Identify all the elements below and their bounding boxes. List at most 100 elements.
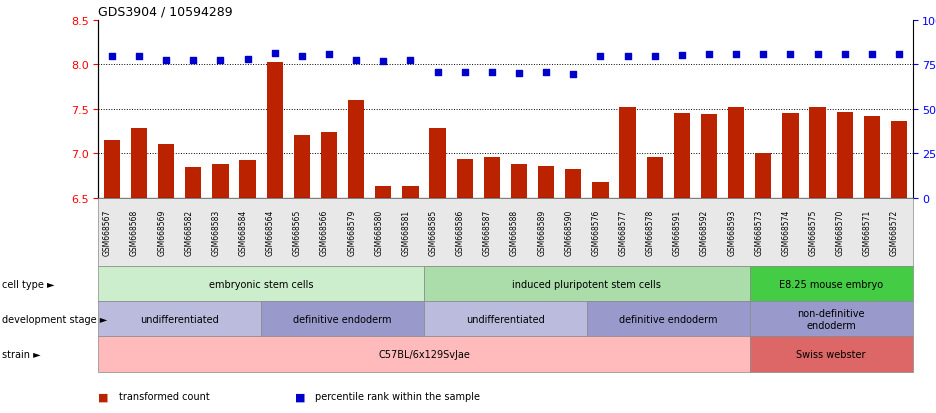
Text: GSM668584: GSM668584 xyxy=(239,209,247,255)
Text: ■: ■ xyxy=(295,392,305,401)
Text: induced pluripotent stem cells: induced pluripotent stem cells xyxy=(512,279,662,289)
Text: GSM668587: GSM668587 xyxy=(483,209,492,255)
Text: GSM668579: GSM668579 xyxy=(347,209,356,256)
Text: GDS3904 / 10594289: GDS3904 / 10594289 xyxy=(98,5,233,18)
Text: undifferentiated: undifferentiated xyxy=(140,314,219,324)
Text: GSM668565: GSM668565 xyxy=(293,209,302,256)
Point xyxy=(241,57,256,63)
Text: GSM668580: GSM668580 xyxy=(374,209,384,255)
Point xyxy=(539,70,554,76)
Text: GSM668566: GSM668566 xyxy=(320,209,329,256)
Text: GSM668570: GSM668570 xyxy=(836,209,845,256)
Point xyxy=(159,57,174,64)
Bar xyxy=(538,166,554,198)
Text: definitive endoderm: definitive endoderm xyxy=(293,314,392,324)
Point xyxy=(865,52,880,59)
Point xyxy=(403,57,418,64)
Bar xyxy=(240,161,256,198)
Text: development stage ►: development stage ► xyxy=(2,314,107,324)
Text: GSM668576: GSM668576 xyxy=(592,209,601,256)
Bar xyxy=(810,108,826,198)
Text: cell type ►: cell type ► xyxy=(2,279,54,289)
Bar xyxy=(565,170,581,198)
Bar xyxy=(104,140,120,198)
Point xyxy=(892,52,907,59)
Bar xyxy=(430,129,446,198)
Text: GSM668568: GSM668568 xyxy=(130,209,139,255)
Text: GSM668571: GSM668571 xyxy=(863,209,872,255)
Point xyxy=(756,52,771,59)
Text: GSM668581: GSM668581 xyxy=(402,209,410,255)
Point xyxy=(702,52,717,59)
Point xyxy=(593,54,608,60)
Text: definitive endoderm: definitive endoderm xyxy=(619,314,718,324)
Text: GSM668567: GSM668567 xyxy=(103,209,112,256)
Text: GSM668591: GSM668591 xyxy=(673,209,682,255)
Text: GSM668593: GSM668593 xyxy=(727,209,737,256)
Bar xyxy=(185,168,201,198)
Text: Swiss webster: Swiss webster xyxy=(797,349,866,359)
Bar xyxy=(484,157,500,198)
Point xyxy=(512,71,527,77)
Bar xyxy=(212,164,228,198)
Bar xyxy=(620,108,636,198)
Bar xyxy=(321,133,337,198)
Point xyxy=(186,57,201,64)
Text: GSM668578: GSM668578 xyxy=(646,209,655,255)
Text: non-definitive
endoderm: non-definitive endoderm xyxy=(797,308,865,330)
Point xyxy=(675,53,690,59)
Point xyxy=(295,54,310,60)
Bar xyxy=(457,159,473,198)
Bar xyxy=(592,182,608,198)
Bar xyxy=(647,157,663,198)
Text: GSM668564: GSM668564 xyxy=(266,209,275,256)
Text: GSM668585: GSM668585 xyxy=(429,209,438,255)
Bar xyxy=(294,136,310,198)
Text: GSM668590: GSM668590 xyxy=(564,209,574,256)
Bar xyxy=(674,114,690,198)
Point xyxy=(322,52,337,59)
Point xyxy=(268,50,283,57)
Text: GSM668586: GSM668586 xyxy=(456,209,465,255)
Bar xyxy=(755,154,771,198)
Text: undifferentiated: undifferentiated xyxy=(466,314,545,324)
Bar xyxy=(348,101,364,198)
Text: C57BL/6x129SvJae: C57BL/6x129SvJae xyxy=(378,349,470,359)
Point xyxy=(648,54,663,60)
Text: percentile rank within the sample: percentile rank within the sample xyxy=(315,392,480,401)
Text: strain ►: strain ► xyxy=(2,349,40,359)
Bar xyxy=(701,115,717,198)
Text: GSM668573: GSM668573 xyxy=(754,209,764,256)
Point xyxy=(783,51,798,58)
Point xyxy=(621,54,636,60)
Point xyxy=(349,57,364,64)
Point xyxy=(132,54,147,60)
Text: GSM668592: GSM668592 xyxy=(700,209,709,255)
Bar xyxy=(891,122,907,198)
Text: GSM668569: GSM668569 xyxy=(157,209,167,256)
Bar xyxy=(782,114,798,198)
Bar xyxy=(402,187,418,198)
Text: GSM668588: GSM668588 xyxy=(510,209,519,255)
Point xyxy=(105,54,120,60)
Point xyxy=(566,71,581,78)
Bar xyxy=(837,113,853,198)
Text: ■: ■ xyxy=(98,392,109,401)
Bar xyxy=(864,116,880,198)
Text: transformed count: transformed count xyxy=(119,392,210,401)
Text: embryonic stem cells: embryonic stem cells xyxy=(209,279,314,289)
Point xyxy=(431,70,446,76)
Text: GSM668589: GSM668589 xyxy=(537,209,547,255)
Text: GSM668575: GSM668575 xyxy=(809,209,818,256)
Bar xyxy=(131,129,147,198)
Point xyxy=(838,52,853,59)
Point xyxy=(213,57,228,64)
Text: GSM668583: GSM668583 xyxy=(212,209,221,255)
Bar xyxy=(375,187,391,198)
Point xyxy=(811,52,826,59)
Text: GSM668582: GSM668582 xyxy=(184,209,194,255)
Point xyxy=(729,52,744,59)
Bar xyxy=(158,145,174,198)
Text: GSM668577: GSM668577 xyxy=(619,209,627,256)
Bar xyxy=(511,164,527,198)
